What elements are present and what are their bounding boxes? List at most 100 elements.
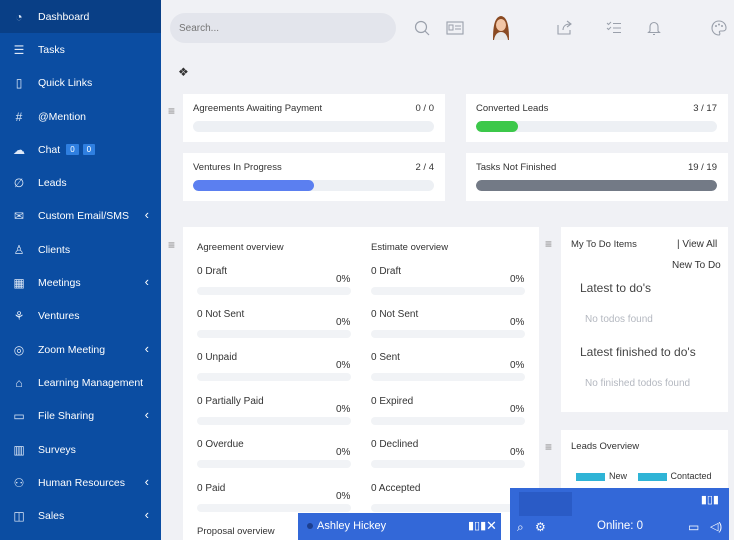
sidebar-item-zoom-meeting[interactable]: ◎ Zoom Meeting ‹ [0,333,161,366]
sidebar-item-sales[interactable]: ◫ Sales ‹ [0,499,161,532]
sidebar-item-dashboard[interactable]: ◔ Dashboard [0,0,161,33]
sidebar-item-label: Zoom Meeting [38,343,106,356]
online-count: Online: 0 [597,520,644,532]
sidebar-item-quick-links[interactable]: ▯ Quick Links [0,66,161,99]
chevron-left-icon[interactable]: ‹ [144,474,149,489]
tasks-icon: ☰ [13,42,25,57]
sound-icon[interactable]: ◁) [710,521,723,533]
agreement-row-percent: 0% [336,491,351,502]
estimate-row-label: 0 Draft [371,266,402,277]
mail-icon: ✉ [13,208,25,223]
chat-window-icon[interactable]: ▮▯▮ [700,494,719,506]
share-icon[interactable] [555,18,575,38]
search-icon[interactable] [412,18,432,38]
sidebar-item-ventures[interactable]: ⚘ Ventures [0,299,161,332]
estimate-row-progress-bar [371,417,525,425]
hash-icon: # [15,109,23,124]
sidebar-item-label: Meetings [38,276,81,289]
gear-icon[interactable]: ⚙ [535,520,546,534]
sidebar-item-meetings[interactable]: ▦ Meetings ‹ [0,266,161,299]
agreement-overview-title: Agreement overview [197,242,284,253]
agreement-row-progress-bar [197,504,351,512]
sidebar-item-label: Dashboard [38,10,90,23]
bell-icon[interactable] [644,18,664,38]
id-card-icon[interactable] [445,18,465,38]
survey-icon: ▥ [13,442,25,457]
todo-panel: My To Do Items | View All New To Do Late… [561,227,728,412]
progress-bar [476,121,717,132]
search-icon[interactable]: ⌕ [517,520,524,534]
agreement-row-label: 0 Draft [197,266,228,277]
agreement-row-percent: 0% [336,274,351,285]
avatar[interactable] [489,14,513,40]
estimate-row-label: 0 Declined [371,439,419,450]
graduation-icon: ⌂ [15,375,23,390]
legend-swatch-new [576,472,605,481]
widget-header [519,492,572,516]
sidebar-item-file-sharing[interactable]: ▭ File Sharing ‹ [0,399,161,432]
menu-toggle-icon[interactable]: ≡ [545,237,553,251]
online-chat-widget[interactable]: ▮▯▮ ⌕ ⚙ Online: 0 ▭ ◁) [510,488,729,540]
agreement-row-percent: 0% [336,447,351,458]
checklist-icon[interactable] [604,18,624,38]
progress-bar [193,121,434,132]
widget-settings-icon[interactable]: ❖ [178,65,189,79]
stat-title: Tasks Not Finished [476,162,557,173]
chat-contact-name[interactable]: Ashley Hickey [317,520,387,532]
new-todo-link[interactable]: New To Do [672,260,721,271]
palette-icon[interactable] [709,18,729,38]
sidebar-item-label: Chat [38,143,61,156]
chat-window-icon[interactable]: ▮▯▮ [468,520,487,532]
chevron-left-icon[interactable]: ‹ [144,341,149,356]
estimate-row-percent: 0% [510,447,525,458]
agreement-row-progress-bar [197,373,351,381]
no-todos-text: No todos found [585,314,653,325]
sidebar-item-custom-email-sms[interactable]: ✉ Custom Email/SMS ‹ [0,199,161,232]
sidebar-item-tasks[interactable]: ☰ Tasks [0,33,161,66]
chevron-left-icon[interactable]: ‹ [144,407,149,422]
finished-todos-heading: Latest finished to do's [580,345,696,359]
chevron-left-icon[interactable]: ‹ [144,507,149,522]
search-input[interactable] [170,13,396,43]
calendar-icon: ▦ [13,275,25,290]
estimate-row-progress-bar [371,504,525,512]
agreement-row-progress-bar [197,330,351,338]
sidebar-item-label: Sales [38,509,65,522]
close-icon[interactable]: ✕ [486,518,497,533]
message-icon[interactable]: ▭ [688,520,700,534]
no-finished-todos-text: No finished todos found [585,378,691,389]
chat-count-badge: 0 [82,144,96,155]
sidebar-item-label: Ventures [38,309,80,322]
view-all-link[interactable]: | View All [677,239,718,250]
stat-card-converted-leads: Converted Leads 3 / 17 [466,94,728,142]
chevron-left-icon[interactable]: ‹ [144,274,149,289]
chat-count-badge: 0 [66,144,79,155]
agreement-row-progress-bar [197,460,351,468]
sidebar-item-learning-management[interactable]: ⌂ Learning Management [0,366,161,399]
estimate-row-label: 0 Sent [371,352,400,363]
menu-toggle-icon[interactable]: ≡ [168,238,176,252]
agreement-row-label: 0 Partially Paid [197,396,264,407]
sidebar-item-label: Learning Management [38,376,144,389]
estimate-row-progress-bar [371,373,525,381]
sidebar-item-surveys[interactable]: ▥ Surveys [0,433,161,466]
leads-icon: ∅ [13,175,25,190]
estimate-row-percent: 0% [510,274,525,285]
chat-popup-bar[interactable]: Ashley Hickey ▮▯▮ ✕ [298,513,501,540]
sidebar-item-human-resources[interactable]: ⚇ Human Resources ‹ [0,466,161,499]
sidebar-item-chat[interactable]: ☁ Chat 0 0 [0,133,161,166]
menu-toggle-icon[interactable]: ≡ [168,104,176,118]
stat-card-tasks: Tasks Not Finished 19 / 19 [466,153,728,201]
bookmark-icon: ▯ [15,75,23,90]
sidebar: ◔ Dashboard ☰ Tasks ▯ Quick Links # @Mention ☁ Ch… [0,0,161,540]
stat-count: 19 / 19 [687,162,717,173]
sidebar-item-leads[interactable]: ∅ Leads [0,166,161,199]
sidebar-item-mention[interactable]: # @Mention [0,100,161,133]
sidebar-item-label: Human Resources [38,476,125,489]
menu-toggle-icon[interactable]: ≡ [545,440,553,454]
chevron-left-icon[interactable]: ‹ [144,207,149,222]
proposal-overview-title: Proposal overview [197,526,275,537]
sales-icon: ◫ [13,508,25,523]
agreement-row-label: 0 Paid [197,483,226,494]
sidebar-item-clients[interactable]: ♙ Clients [0,233,161,266]
